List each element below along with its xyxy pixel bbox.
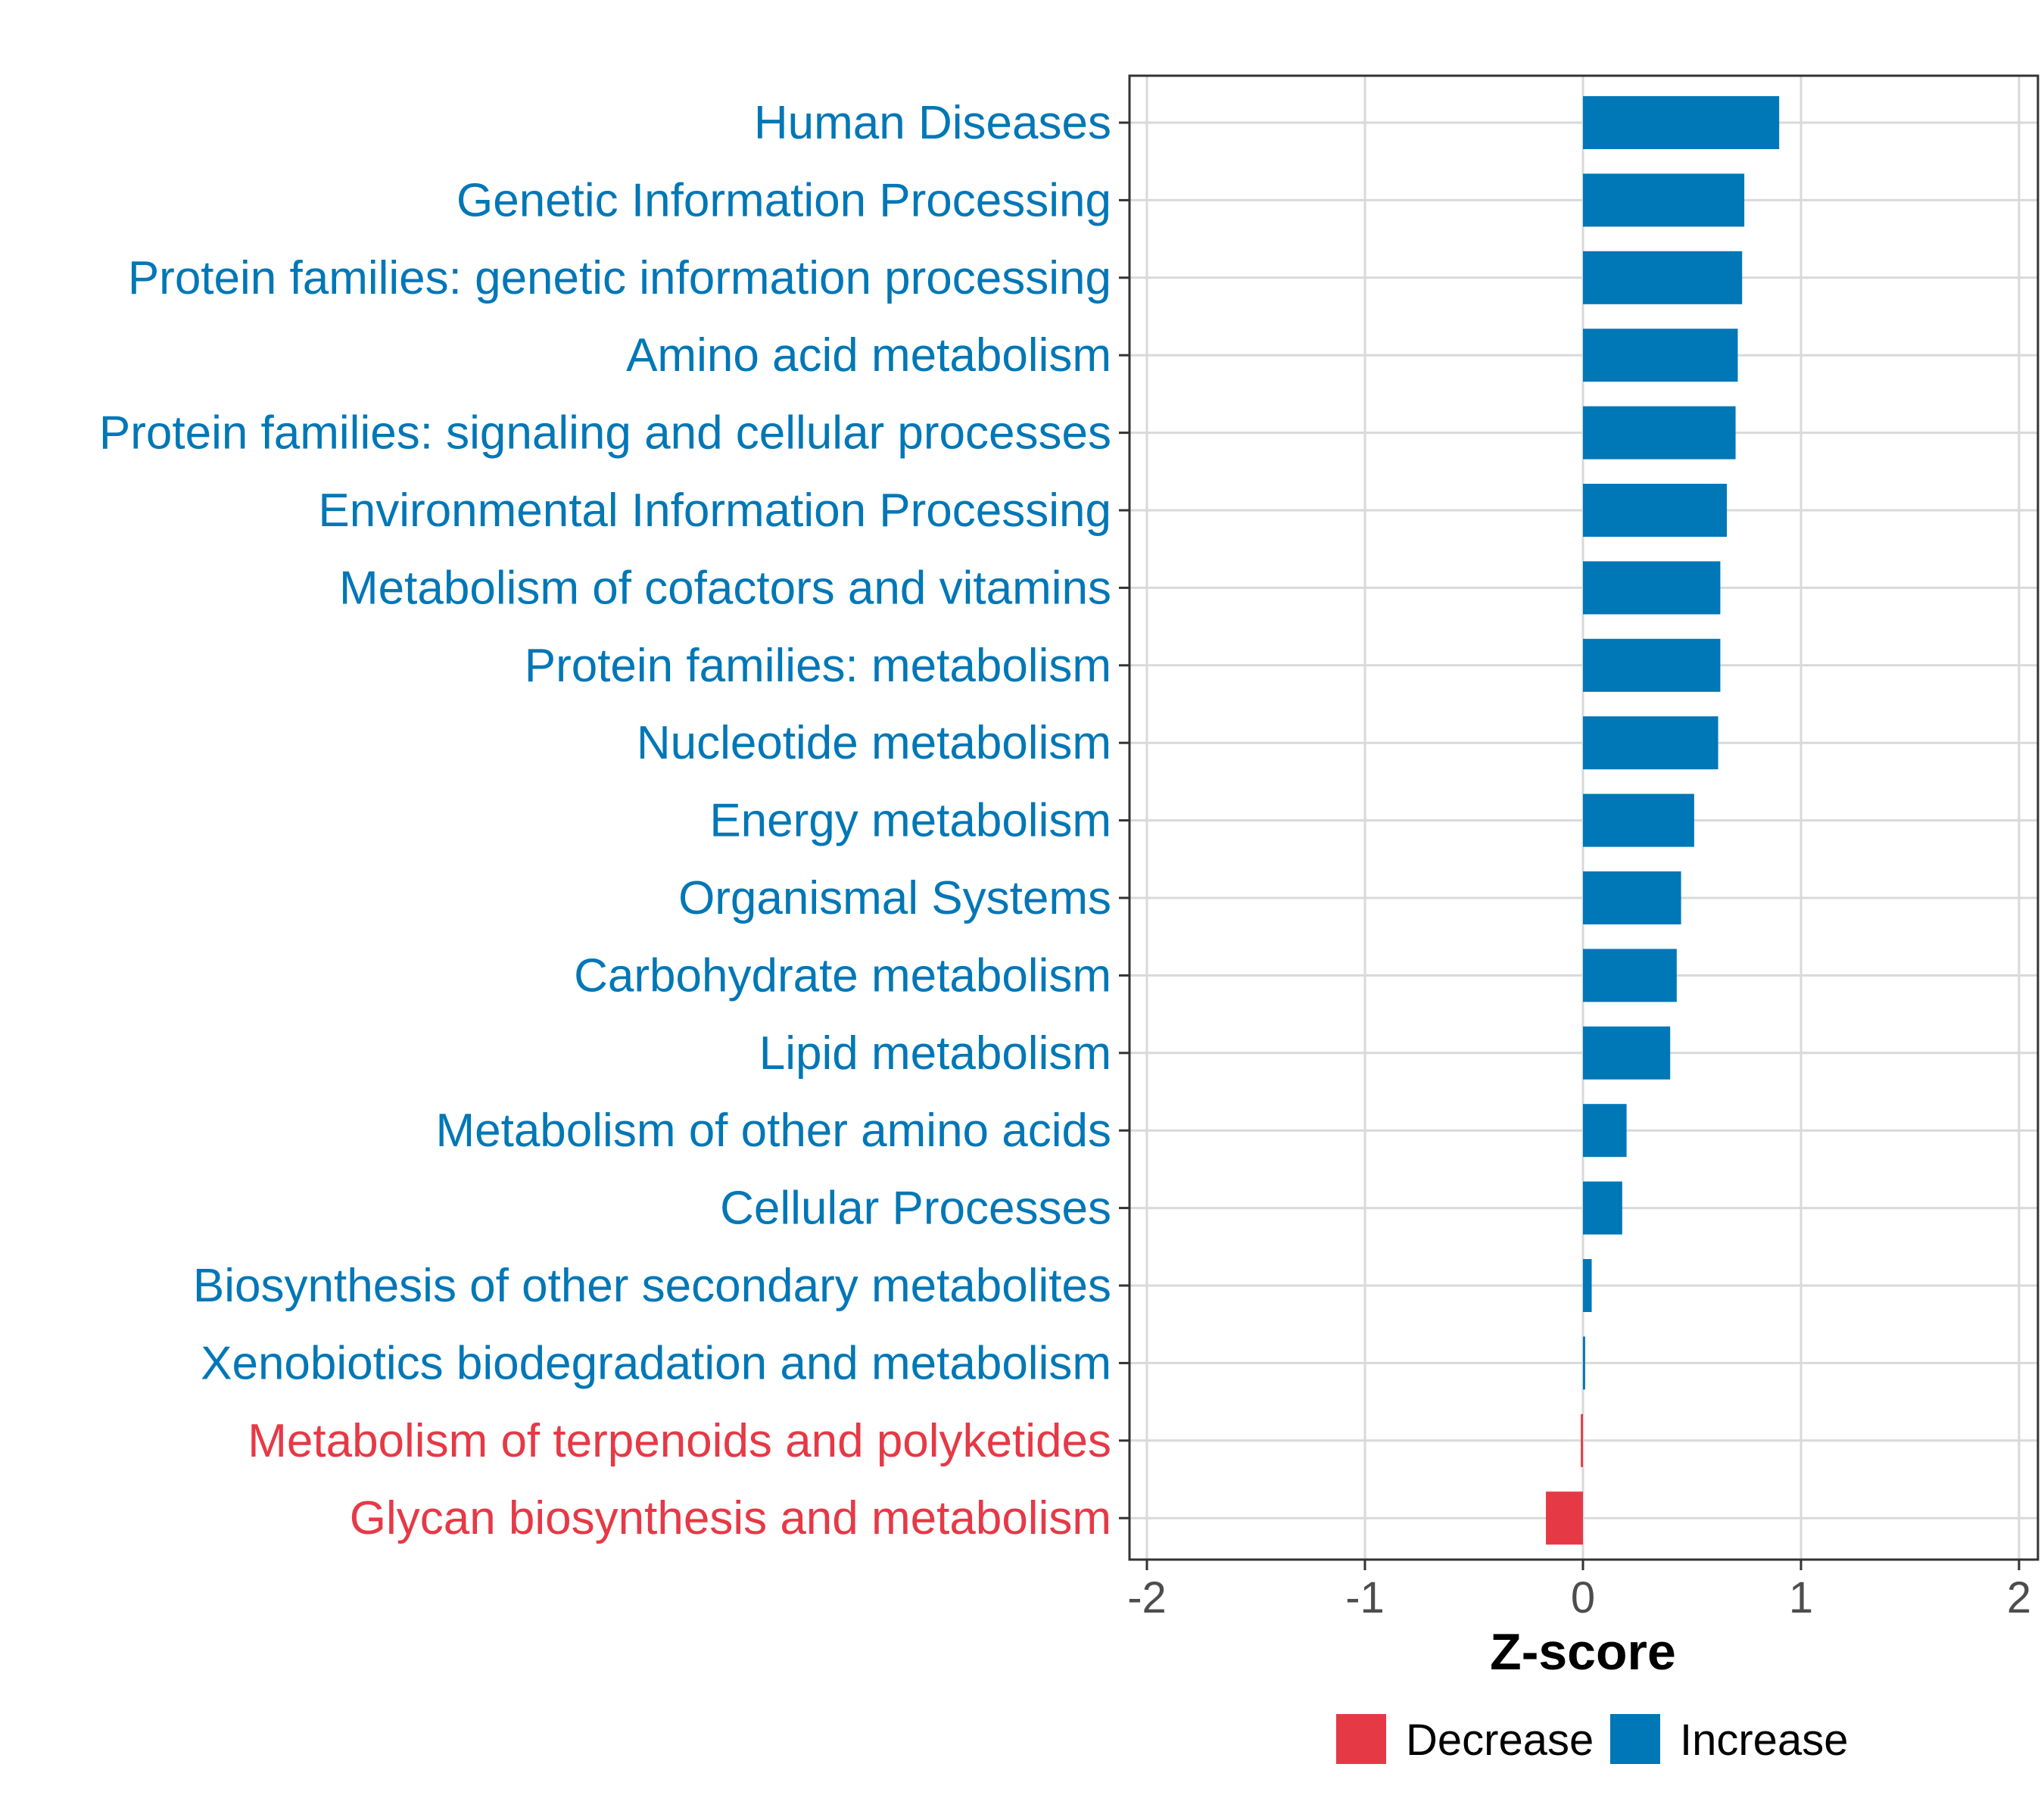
bar xyxy=(1583,1181,1622,1235)
category-label: Environmental Information Processing xyxy=(318,485,1111,537)
legend-label: Increase xyxy=(1680,1716,1848,1765)
x-axis-title: Z-score xyxy=(1490,1623,1676,1681)
category-label: Biosynthesis of other secondary metaboli… xyxy=(193,1260,1111,1312)
category-label: Protein families: signaling and cellular… xyxy=(99,407,1111,460)
category-label: Nucleotide metabolism xyxy=(637,717,1111,769)
x-tick-label: 2 xyxy=(2007,1573,2031,1622)
x-tick-label: -2 xyxy=(1127,1573,1167,1622)
bar xyxy=(1583,561,1721,615)
category-labels: Human Diseases Genetic Information Proces… xyxy=(99,97,1111,1544)
category-label: Energy metabolism xyxy=(709,795,1111,847)
legend-label: Decrease xyxy=(1406,1716,1594,1765)
legend: Decrease Increase xyxy=(1336,1714,1848,1765)
category-label: Protein families: metabolism xyxy=(525,640,1111,692)
bar xyxy=(1583,793,1694,847)
bar xyxy=(1583,1259,1592,1312)
bar xyxy=(1583,638,1721,692)
bar xyxy=(1583,949,1677,1002)
category-label: Metabolism of cofactors and vitamins xyxy=(339,562,1111,614)
category-label: Genetic Information Processing xyxy=(456,174,1111,226)
x-axis-tick-labels: -2 -1 0 1 2 xyxy=(1127,1573,2031,1622)
bar xyxy=(1583,1104,1627,1158)
category-label: Organismal Systems xyxy=(678,872,1111,924)
bar xyxy=(1583,716,1718,770)
bar xyxy=(1546,1491,1583,1545)
bar xyxy=(1583,1026,1671,1080)
bar xyxy=(1583,96,1780,149)
category-label: Metabolism of other amino acids xyxy=(435,1105,1111,1157)
x-tick-label: 0 xyxy=(1571,1573,1595,1622)
bar xyxy=(1583,173,1745,227)
x-axis-ticks xyxy=(1145,1560,2021,1570)
category-label: Human Diseases xyxy=(754,97,1111,149)
legend-swatch xyxy=(1610,1714,1660,1764)
bar xyxy=(1583,251,1743,304)
x-tick-label: -1 xyxy=(1345,1573,1385,1622)
bar xyxy=(1583,484,1728,537)
bar xyxy=(1583,329,1738,382)
category-label: Cellular Processes xyxy=(720,1183,1111,1235)
legend-swatch xyxy=(1336,1714,1386,1764)
category-label: Lipid metabolism xyxy=(759,1027,1111,1080)
category-label: Metabolism of terpenoids and polyketides xyxy=(248,1415,1111,1467)
bar xyxy=(1583,871,1681,924)
bar xyxy=(1583,1336,1585,1390)
category-label: Protein families: genetic information pr… xyxy=(128,252,1111,304)
bars-group xyxy=(1546,96,1780,1545)
category-label: Xenobiotics biodegradation and metabolis… xyxy=(201,1337,1111,1389)
y-axis-ticks xyxy=(1119,121,1129,1519)
x-tick-label: 1 xyxy=(1789,1573,1813,1622)
bar xyxy=(1583,406,1736,460)
category-label: Amino acid metabolism xyxy=(626,329,1111,382)
category-label: Carbohydrate metabolism xyxy=(574,949,1111,1002)
category-label: Glycan biosynthesis and metabolism xyxy=(350,1492,1111,1544)
bar xyxy=(1581,1413,1583,1467)
